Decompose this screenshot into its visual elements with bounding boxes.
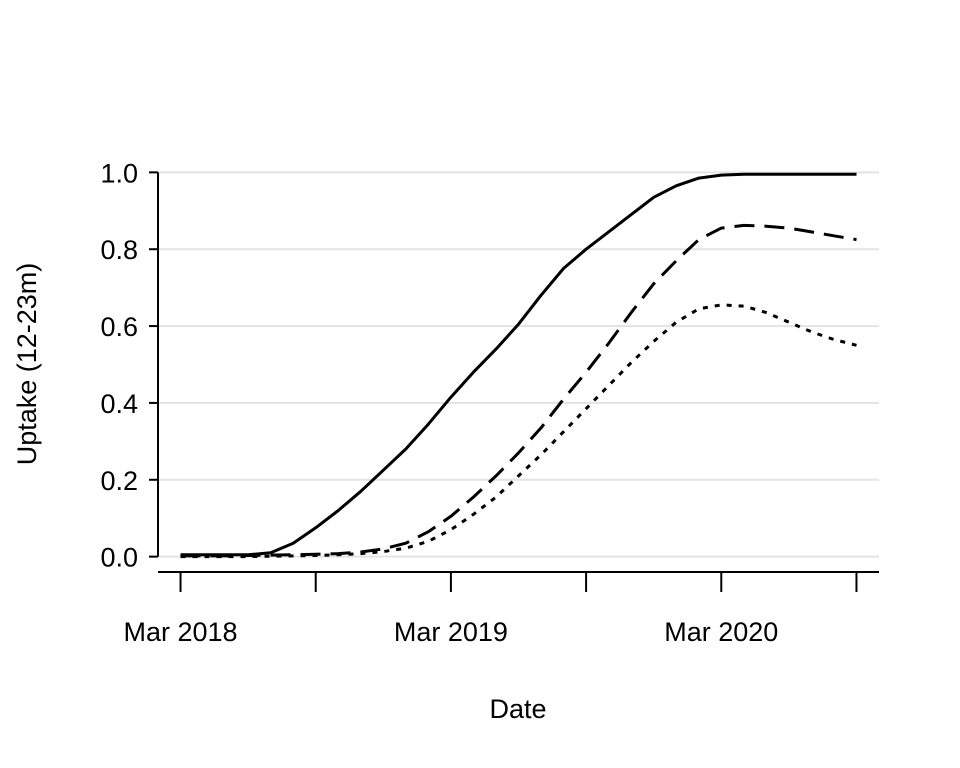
x-axis-title: Date (489, 694, 546, 724)
y-tick-label: 0.2 (100, 466, 138, 496)
series-line-dotted (180, 303, 857, 559)
y-tick-label: 0.8 (100, 235, 138, 265)
x-tick-label: Mar 2020 (664, 617, 778, 647)
y-axis-ticks: 0.0 0.2 0.4 0.6 0.8 1.0 (100, 158, 158, 573)
x-tick-label: Mar 2019 (394, 617, 508, 647)
x-tick-label: Mar 2018 (123, 617, 237, 647)
series-lines (180, 172, 857, 559)
y-tick-label: 0.6 (100, 312, 138, 342)
series-line-solid (180, 172, 857, 557)
y-tick-label: 0.0 (100, 543, 138, 573)
gridlines (158, 171, 879, 558)
series-line-dashed (180, 223, 857, 558)
axes (157, 172, 879, 573)
y-axis-title: Uptake (12-23m) (12, 263, 42, 466)
y-tick-label: 0.4 (100, 389, 138, 419)
y-tick-label: 1.0 (100, 158, 138, 188)
x-axis-ticks: Mar 2018 Mar 2019 Mar 2020 (123, 572, 858, 647)
